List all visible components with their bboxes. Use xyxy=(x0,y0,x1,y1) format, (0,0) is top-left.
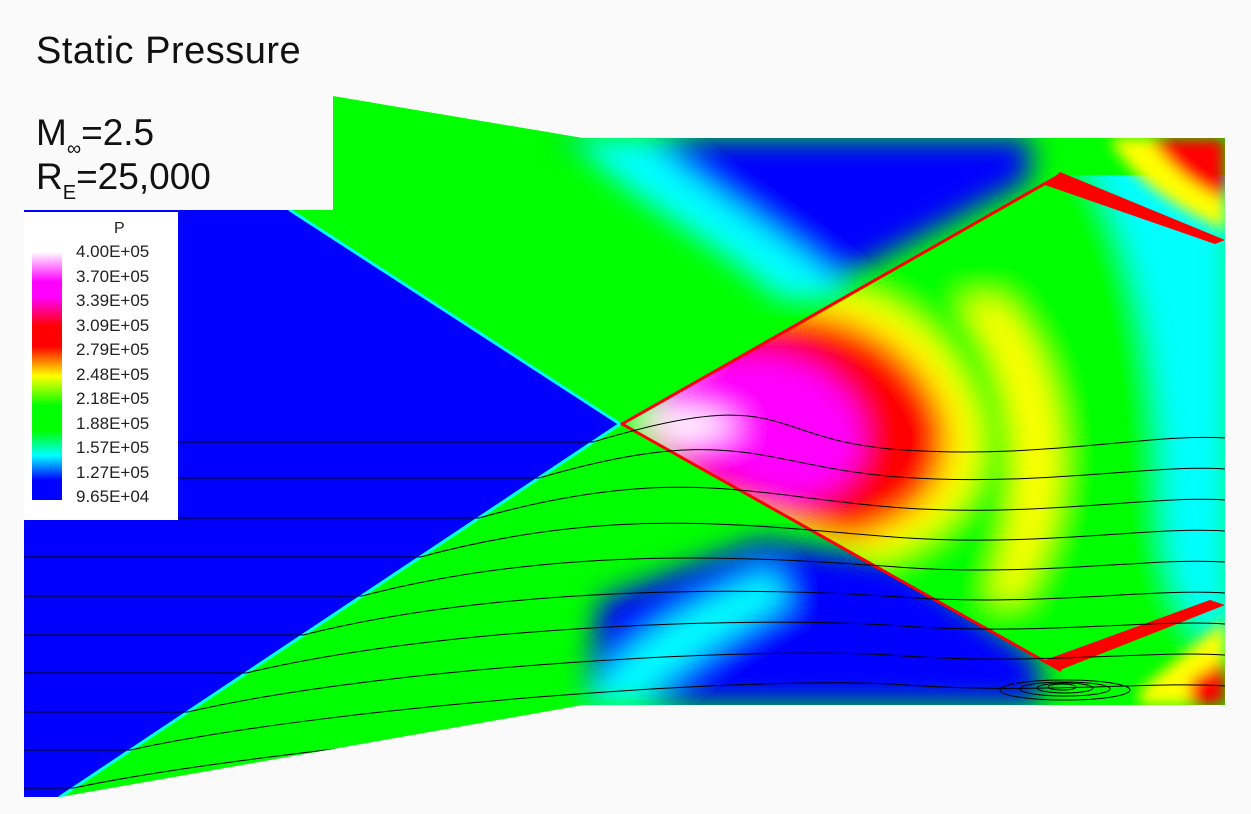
plot-title: Static Pressure xyxy=(36,30,302,72)
streamline xyxy=(24,486,1225,519)
legend-variable-label: P xyxy=(114,220,125,237)
legend-level-label: 2.79E+05 xyxy=(76,340,150,359)
incident-shock-lower xyxy=(58,422,622,797)
reynolds-symbol: R xyxy=(36,156,63,197)
legend-level-label: 3.39E+05 xyxy=(76,291,150,310)
mach-number-label: M∞=2.5 xyxy=(36,112,154,161)
reynolds-subscript: E xyxy=(62,182,77,204)
streamline xyxy=(24,590,1225,636)
legend-level-label: 1.88E+05 xyxy=(76,413,150,433)
streamline xyxy=(24,682,1225,751)
color-legend: P 4.00E+05 3.70E+05 3.39E+05 3.09E+05 2.79E+… xyxy=(24,212,178,520)
incident-shock-upper xyxy=(288,208,622,426)
legend-level-label: 2.18E+05 xyxy=(76,389,150,408)
streamline xyxy=(24,414,1225,453)
mach-subscript: ∞ xyxy=(66,138,82,160)
lower-right-compression xyxy=(1140,620,1225,705)
upper-expansion-band xyxy=(560,138,1030,300)
mach-value: =2.5 xyxy=(81,112,155,153)
legend-level-label: 9.65E+04 xyxy=(76,487,150,506)
legend-level-label: 3.70E+05 xyxy=(76,266,150,286)
mach-symbol: M xyxy=(36,112,67,153)
upper-right-compression xyxy=(1110,138,1225,230)
upper-reflection-flare xyxy=(1045,172,1225,244)
streamlines xyxy=(24,414,1225,789)
legend-level-label: 4.00E+05 xyxy=(76,242,150,261)
streamline xyxy=(24,522,1225,558)
streamline xyxy=(24,449,1225,481)
reynolds-number-label: RE=25,000 xyxy=(36,156,211,205)
legend-level-label: 1.57E+05 xyxy=(76,438,150,457)
legend-color-bar xyxy=(32,252,62,500)
legend-level-label: 2.48E+05 xyxy=(76,364,150,384)
reynolds-value: =25,000 xyxy=(76,156,211,197)
reflected-shock-upper xyxy=(620,173,1062,426)
streamline xyxy=(24,652,1225,713)
streamline xyxy=(24,621,1225,674)
lower-reflection-flare xyxy=(1045,600,1225,670)
separation-bubble xyxy=(999,679,1131,701)
legend-level-label: 1.27E+05 xyxy=(76,462,150,482)
legend-level-label: 3.09E+05 xyxy=(76,315,150,335)
streamline xyxy=(24,557,1225,597)
